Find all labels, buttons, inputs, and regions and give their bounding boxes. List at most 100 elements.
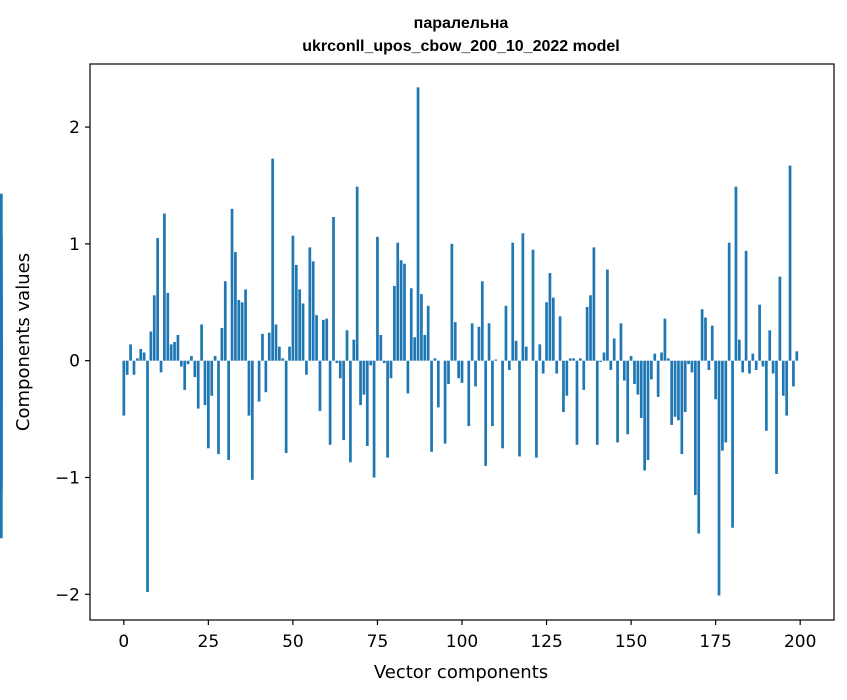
bar-45 [275, 324, 278, 360]
bar-62 [332, 217, 335, 361]
bar-89 [423, 335, 426, 361]
bar-129 [559, 316, 562, 360]
bar-57 [315, 315, 318, 361]
bar-102 [467, 361, 470, 426]
bar-86 [413, 337, 416, 360]
bar-49 [288, 347, 291, 361]
bar-183 [741, 361, 744, 373]
bar-2 [129, 344, 132, 360]
bar-68 [352, 340, 355, 361]
chart-title-line-2: ukrconll_upos_cbow_200_10_2022 model [302, 38, 619, 55]
bar-178 [724, 361, 727, 443]
bar-54 [305, 361, 308, 375]
bar-7 [146, 361, 149, 592]
x-tick-label-175: 175 [699, 632, 731, 652]
bar-63 [336, 361, 339, 363]
bar-167 [687, 361, 690, 365]
bar-46 [278, 347, 281, 361]
bar-85 [410, 288, 413, 360]
bar-208 [0, 194, 3, 361]
bar-5 [139, 349, 142, 361]
bar-141 [599, 361, 602, 362]
bar-37 [248, 361, 251, 416]
y-axis-label: Components values [13, 253, 34, 431]
bar-199 [795, 351, 798, 360]
bar-97 [451, 244, 454, 361]
x-tick-label-150: 150 [615, 632, 647, 652]
bar-154 [643, 361, 646, 471]
bar-92 [434, 358, 437, 360]
bar-79 [390, 361, 393, 379]
bar-133 [572, 358, 575, 360]
bar-12 [163, 214, 166, 361]
bar-122 [535, 361, 538, 458]
bar-73 [369, 361, 372, 366]
bar-165 [680, 361, 683, 454]
bar-151 [633, 361, 636, 384]
bar-185 [748, 361, 751, 374]
bar-80 [393, 286, 396, 361]
bar-3 [133, 361, 136, 375]
bar-31 [227, 361, 230, 460]
bar-127 [552, 298, 555, 361]
bar-132 [569, 358, 572, 360]
bar-182 [738, 340, 741, 361]
bar-116 [515, 341, 518, 361]
bar-113 [505, 306, 508, 361]
bar-59 [322, 320, 325, 361]
bar-174 [711, 326, 714, 361]
bar-115 [511, 243, 514, 361]
bar-168 [691, 361, 694, 373]
bar-142 [603, 353, 606, 361]
bar-14 [170, 344, 173, 360]
bar-16 [177, 335, 180, 361]
bar-176 [718, 361, 721, 596]
bar-188 [758, 305, 761, 361]
bar-117 [518, 361, 521, 457]
bar-164 [677, 361, 680, 421]
bar-69 [356, 187, 359, 361]
bar-75 [376, 237, 379, 361]
bar-148 [623, 361, 626, 381]
bar-103 [471, 323, 474, 360]
bar-53 [302, 303, 305, 360]
bar-44 [271, 159, 274, 361]
bar-210 [0, 341, 3, 361]
bar-173 [708, 361, 711, 370]
bar-13 [166, 293, 169, 361]
bar-156 [650, 361, 653, 380]
bar-38 [251, 361, 254, 480]
x-tick-label-25: 25 [198, 632, 220, 652]
bar-6 [143, 353, 146, 361]
bar-128 [555, 361, 558, 374]
bar-32 [231, 209, 234, 361]
bar-105 [478, 327, 481, 361]
bar-108 [488, 323, 491, 360]
bar-41 [261, 334, 264, 361]
bar-23 [200, 324, 203, 360]
bar-166 [684, 361, 687, 412]
y-tick-label-3: 1 [69, 235, 80, 255]
bar-159 [660, 353, 663, 361]
bar-162 [670, 361, 673, 425]
bar-65 [342, 361, 345, 440]
bar-87 [417, 87, 420, 360]
bar-186 [751, 354, 754, 361]
bar-90 [427, 306, 430, 361]
bar-149 [626, 361, 629, 435]
bar-171 [701, 309, 704, 360]
bar-19 [187, 361, 190, 365]
bar-47 [281, 358, 284, 360]
bar-20 [190, 356, 193, 361]
bar-135 [579, 358, 582, 360]
bar-36 [244, 289, 247, 360]
bar-153 [640, 361, 643, 418]
bar-198 [792, 361, 795, 387]
bar-169 [694, 361, 697, 495]
bar-194 [779, 277, 782, 361]
x-tick-label-75: 75 [367, 632, 389, 652]
bar-134 [576, 361, 579, 445]
bar-81 [396, 243, 399, 361]
